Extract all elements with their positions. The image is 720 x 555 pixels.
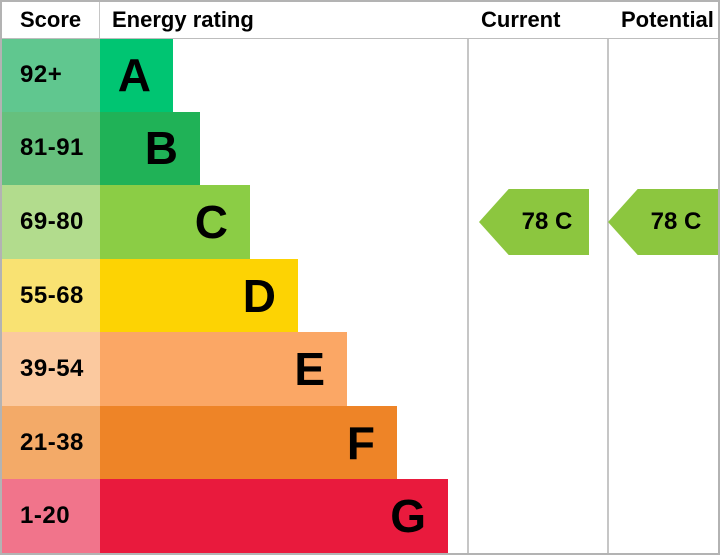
score-range-label: 39-54: [20, 355, 84, 383]
score-range-label: 55-68: [20, 281, 84, 309]
column-divider-current: [467, 2, 469, 553]
current-rating-value: 78 C: [521, 208, 573, 235]
header-energy-rating-label: Energy rating: [112, 7, 254, 32]
column-divider-potential: [607, 2, 609, 553]
rating-letter: E: [294, 343, 325, 396]
score-range-label: 81-91: [20, 134, 84, 162]
rating-bar: D: [100, 258, 298, 333]
header-score-label: Score: [2, 2, 100, 38]
rating-bar: C: [100, 185, 250, 259]
header-potential-label: Potential: [621, 7, 714, 32]
rating-row-b: 81-91 B: [2, 111, 718, 186]
score-cell: 69-80: [2, 185, 100, 259]
score-cell: 92+: [2, 38, 100, 112]
rating-row-g: 1-20 G: [2, 479, 718, 553]
rating-bar: B: [100, 111, 200, 186]
table-header: Score Energy rating Current Potential: [2, 2, 718, 39]
score-range-label: 92+: [20, 60, 63, 88]
potential-rating-value: 78 C: [650, 208, 702, 235]
score-range-label: 69-80: [20, 207, 84, 235]
rating-row-d: 55-68 D: [2, 258, 718, 333]
score-cell: 81-91: [2, 111, 100, 186]
rating-row-a: 92+ A: [2, 38, 718, 112]
rating-letter: D: [242, 269, 276, 322]
rating-row-f: 21-38 F: [2, 405, 718, 480]
score-cell: 21-38: [2, 405, 100, 480]
score-cell: 39-54: [2, 332, 100, 406]
rating-bar: E: [100, 332, 347, 406]
score-range-label: 1-20: [20, 502, 71, 530]
score-cell: 1-20: [2, 479, 100, 553]
rating-bar: F: [100, 405, 397, 480]
rating-row-e: 39-54 E: [2, 332, 718, 406]
rating-bar: A: [100, 38, 173, 112]
score-range-label: 21-38: [20, 428, 84, 456]
rating-letter: C: [194, 195, 228, 248]
rating-letter: G: [390, 490, 426, 543]
header-current-label: Current: [481, 7, 561, 32]
rating-row-c: 69-80 C: [2, 185, 718, 259]
rating-bar: G: [100, 479, 448, 553]
score-cell: 55-68: [2, 258, 100, 333]
rating-letter: A: [117, 48, 151, 101]
rating-rows: 92+ A 81-91 B 69-80 C 55-68: [2, 38, 718, 553]
rating-letter: F: [346, 416, 375, 469]
rating-letter: B: [144, 122, 178, 175]
